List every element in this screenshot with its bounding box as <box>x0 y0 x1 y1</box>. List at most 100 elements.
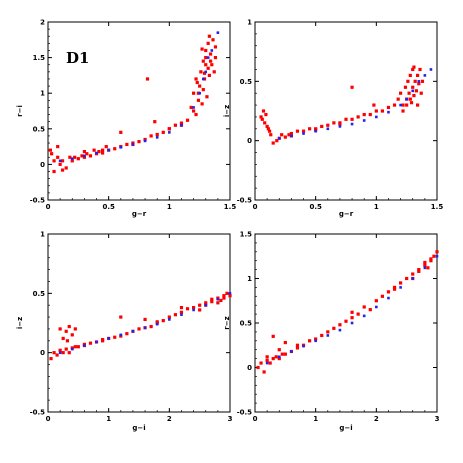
panel-3-model-point <box>107 337 110 340</box>
panel-1: D1 g−r r−i 0 0.5 1 1.5-0.500.511.52 <box>16 19 236 219</box>
panel-4-model-point <box>411 277 415 280</box>
panel-1-model-point <box>143 139 147 143</box>
panel-4-observed-point <box>405 276 409 281</box>
panel-4-observed-point <box>432 254 436 258</box>
panel-1-observed-point <box>64 166 68 170</box>
panel-4-ytick-label: 1.5 <box>240 231 253 239</box>
panel-4: g−i r−z 0 1 2 3-0.500.511.5 <box>223 231 440 433</box>
panel-4-observed-point <box>423 263 427 267</box>
panel-1-observed-point <box>60 159 65 163</box>
panel-1-tag: D1 <box>66 49 89 67</box>
panel-4-observed-point <box>344 319 348 323</box>
panel-1-observed-point <box>198 84 202 88</box>
panel-1-observed-point <box>173 123 177 127</box>
panel-2-observed-point <box>275 139 279 143</box>
panel-2-observed-point <box>350 117 354 121</box>
panel-1-model-point <box>206 56 210 59</box>
panel-3-observed-point <box>58 348 62 352</box>
panel-1-model-point <box>168 131 171 134</box>
panel-2-observed-point <box>411 85 415 89</box>
panel-2-observed-point <box>415 103 420 107</box>
panel-2-observed-point <box>419 91 423 95</box>
panel-4-xtick-label: 3 <box>435 415 440 423</box>
panel-2-observed-point <box>308 127 312 131</box>
panel-3-observed-point <box>192 305 196 310</box>
panel-2-model-point <box>302 132 305 135</box>
panel-2-observed-point <box>408 97 412 101</box>
panel-1-observed-point <box>207 73 211 77</box>
panel-1-model-point <box>210 49 214 52</box>
panel-1-xtick-label: 0.5 <box>102 203 115 211</box>
panel-2-observed-point <box>405 103 409 107</box>
panel-2-observed-point <box>266 127 270 131</box>
panel-2-model-point <box>290 134 293 138</box>
panel-4-observed-point <box>274 355 278 359</box>
panel-2-model-point <box>375 115 378 119</box>
panel-3-observed-point <box>198 303 202 307</box>
panel-4-observed-point <box>295 343 300 347</box>
panel-4-observed-point <box>350 316 354 320</box>
panel-3-ylabel: i−z <box>16 317 24 329</box>
panel-3-observed-point <box>143 317 147 322</box>
panel-2-observed-point <box>409 101 414 105</box>
panel-1-observed-point <box>205 95 209 99</box>
panel-2-xtick-label: 0 <box>253 203 258 211</box>
panel-3-observed-point <box>73 345 77 349</box>
panel-3-observed-point <box>179 310 184 314</box>
panel-3-observed-point <box>61 351 65 355</box>
panel-1-observed-point <box>82 155 86 159</box>
panel-4-observed-point <box>314 337 318 341</box>
panel-1-observed-point <box>153 120 157 124</box>
panel-4-observed-point <box>429 259 433 263</box>
panel-1-observed-point <box>208 52 213 56</box>
panel-2-model-point <box>277 136 281 140</box>
panel-1-xtick-label: 1 <box>167 203 172 211</box>
panel-4-model-point <box>314 339 317 343</box>
panel-1-observed-point <box>88 154 93 158</box>
panel-3-xtick-label: 3 <box>228 415 233 423</box>
panel-1-observed-point <box>104 145 108 149</box>
panel-4-observed-point <box>308 339 312 343</box>
panel-4-model-point <box>362 314 366 318</box>
panel-2-observed-point <box>408 73 412 77</box>
panel-2-observed-point <box>407 91 411 95</box>
panel-1-observed-point <box>213 56 218 60</box>
panel-1-model-point <box>216 31 220 34</box>
panel-2-xtick-label: 1.5 <box>431 203 444 211</box>
panel-1-model-point <box>198 91 201 95</box>
panel-2-observed-point <box>326 123 330 127</box>
panel-2-model-point <box>399 103 402 107</box>
panel-4-observed-point <box>271 334 275 338</box>
panel-1-observed-point <box>210 63 214 67</box>
panel-1-observed-point <box>206 66 210 70</box>
panel-2-ytick-label: -0.5 <box>237 197 252 205</box>
panel-2-ytick-label: 0 <box>247 137 252 145</box>
panel-4-observed-point <box>265 358 269 362</box>
panel-2-observed-point <box>412 65 416 69</box>
panel-1-observed-point <box>70 159 74 163</box>
panel-2-observed-point <box>406 79 410 83</box>
panel-1-observed-point <box>52 159 56 163</box>
panel-2-observed-point <box>295 129 300 133</box>
panel-3-xlabel: g−i <box>132 424 145 432</box>
panel-4-observed-point <box>426 266 430 270</box>
panel-3-model-point <box>192 308 195 312</box>
panel-2-frame <box>254 21 438 201</box>
panel-2-observed-point <box>420 79 425 83</box>
panel-2-observed-point <box>356 115 360 119</box>
panel-1-observed-point <box>199 70 203 74</box>
panel-4-observed-point <box>283 352 287 356</box>
panel-3-observed-point <box>73 327 77 331</box>
panel-1-observed-point <box>149 134 153 138</box>
panel-1-observed-point <box>50 152 54 156</box>
panel-1-model-point <box>204 70 208 74</box>
panel-2-model-point <box>350 122 354 126</box>
panel-2-model-point <box>362 119 366 122</box>
panel-2-observed-point <box>264 112 268 117</box>
panel-3-observed-point <box>173 313 177 317</box>
panel-4-observed-point <box>374 299 378 303</box>
panel-2-observed-point <box>332 121 336 125</box>
panel-4-observed-point <box>380 294 384 298</box>
panel-1-observed-point <box>82 149 86 154</box>
panel-4-model-point <box>265 361 269 365</box>
